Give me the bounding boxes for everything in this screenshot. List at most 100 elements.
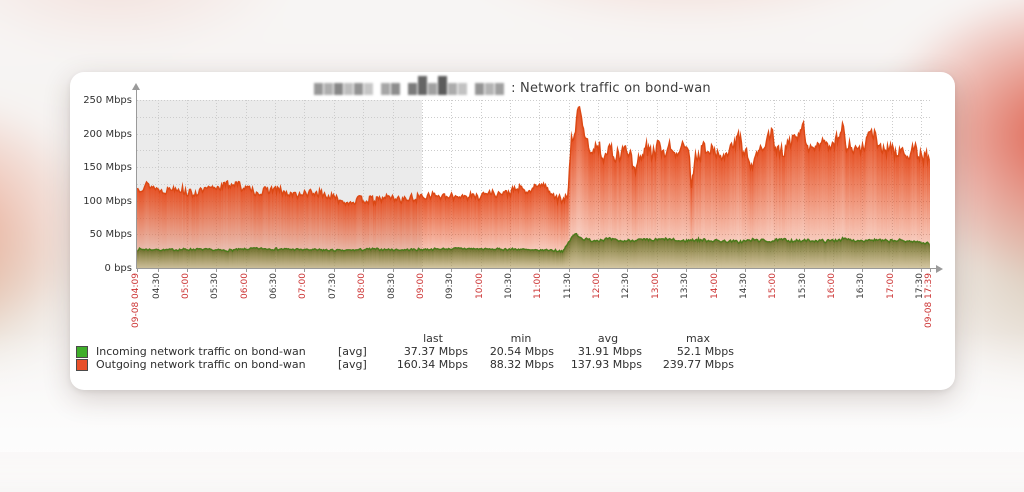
redacted-block [458, 83, 468, 95]
legend-stat-max: 239.77 Mbps [662, 358, 734, 371]
redacted-block [495, 83, 505, 95]
x-tick [137, 269, 138, 272]
x-tick-label: 09-08 17:39 [924, 273, 934, 328]
y-tick-label: 200 Mbps [83, 128, 132, 140]
y-tick-label: 0 bps [104, 263, 132, 274]
x-tick [657, 269, 658, 272]
redacted-block [475, 83, 485, 95]
x-tick-label: 14:30 [738, 273, 749, 299]
redacted-hostname [314, 76, 505, 95]
x-tick-label: 09:00 [415, 273, 426, 299]
redacted-block [334, 83, 344, 95]
x-tick-label: 10:00 [474, 273, 485, 299]
x-tick [510, 269, 511, 272]
legend-spacer [76, 332, 92, 345]
x-tick [304, 269, 305, 272]
legend-stat-avg: 137.93 Mbps [570, 358, 642, 371]
redacted-block [468, 83, 474, 95]
redacted-block [438, 76, 448, 95]
x-tick [921, 269, 922, 272]
legend-series-fn: [avg] [338, 358, 367, 371]
x-tick [569, 269, 570, 272]
redacted-block [485, 83, 495, 95]
y-axis [136, 90, 137, 269]
x-tick [334, 269, 335, 272]
x-tick-label: 16:00 [827, 273, 838, 299]
x-tick-label: 15:30 [797, 273, 808, 299]
x-tick [892, 269, 893, 272]
legend-header-max: max [686, 332, 710, 345]
redacted-block [344, 83, 354, 95]
x-tick-label: 08:00 [357, 273, 368, 299]
legend-series-name: Incoming network traffic on bond-wan [96, 345, 306, 358]
graph-title-text: : Network traffic on bond-wan [511, 80, 711, 96]
redacted-block [314, 83, 324, 95]
redacted-block [428, 83, 438, 95]
redacted-block [408, 83, 418, 95]
y-tick-label: 50 Mbps [89, 229, 132, 241]
legend-stat-avg: 31.91 Mbps [577, 345, 642, 358]
series-color-swatch [76, 359, 88, 371]
x-tick-label: 12:30 [621, 273, 632, 299]
x-tick-label: 15:00 [768, 273, 779, 299]
legend-series-fn: [avg] [338, 345, 367, 358]
legend-stat-min: 88.32 Mbps [489, 358, 554, 371]
x-tick [804, 269, 805, 272]
x-tick-label: 16:30 [856, 273, 867, 299]
legend-header-min: min [510, 332, 532, 345]
x-tick [451, 269, 452, 272]
x-tick [275, 269, 276, 272]
x-tick-label: 04:30 [151, 273, 162, 299]
traffic-chart-canvas[interactable] [137, 100, 930, 268]
x-tick [481, 269, 482, 272]
legend-swatch [76, 345, 92, 358]
legend-swatch [76, 358, 92, 371]
legend-stat-min: 20.54 Mbps [489, 345, 554, 358]
x-tick [716, 269, 717, 272]
x-tick-label: 07:00 [298, 273, 309, 299]
x-tick [627, 269, 628, 272]
x-tick-label: 11:30 [562, 273, 573, 299]
x-tick-label: 05:00 [180, 273, 191, 299]
graph-title: : Network traffic on bond-wan [70, 76, 955, 97]
redacted-block [364, 83, 374, 95]
redacted-block [391, 83, 401, 95]
legend-stat-max: 52.1 Mbps [676, 345, 734, 358]
x-tick [598, 269, 599, 272]
x-tick [686, 269, 687, 272]
x-tick [246, 269, 247, 272]
x-tick-label: 12:00 [592, 273, 603, 299]
redacted-block [324, 83, 334, 95]
y-axis-arrow-icon [132, 83, 140, 90]
y-tick-label: 100 Mbps [83, 195, 132, 207]
x-tick-label: 13:00 [650, 273, 661, 299]
legend-series-name: Outgoing network traffic on bond-wan [96, 358, 306, 371]
legend: last min avg max Incoming network traffic on… [76, 332, 756, 371]
redacted-block [354, 83, 364, 95]
redacted-block [418, 76, 428, 95]
x-tick [363, 269, 364, 272]
x-tick [539, 269, 540, 272]
y-tick-label: 250 Mbps [83, 95, 132, 106]
redacted-block [381, 83, 391, 95]
x-tick [393, 269, 394, 272]
x-tick-label: 08:30 [386, 273, 397, 299]
x-tick [930, 269, 931, 272]
x-tick [216, 269, 217, 272]
x-tick [187, 269, 188, 272]
legend-stat-last: 37.37 Mbps [403, 345, 468, 358]
y-tick-label: 150 Mbps [83, 162, 132, 174]
x-axis [136, 268, 937, 269]
x-tick-label: 11:00 [533, 273, 544, 299]
redacted-block [374, 83, 380, 95]
x-tick [158, 269, 159, 272]
x-tick-label: 07:30 [327, 273, 338, 299]
x-tick [833, 269, 834, 272]
series-color-swatch [76, 346, 88, 358]
x-axis-arrow-icon [936, 264, 943, 273]
legend-spacer [92, 332, 338, 345]
x-tick-label: 09:30 [445, 273, 456, 299]
x-tick-label: 09-08 04:09 [131, 273, 141, 328]
x-tick-label: 14:00 [709, 273, 720, 299]
x-tick [422, 269, 423, 272]
